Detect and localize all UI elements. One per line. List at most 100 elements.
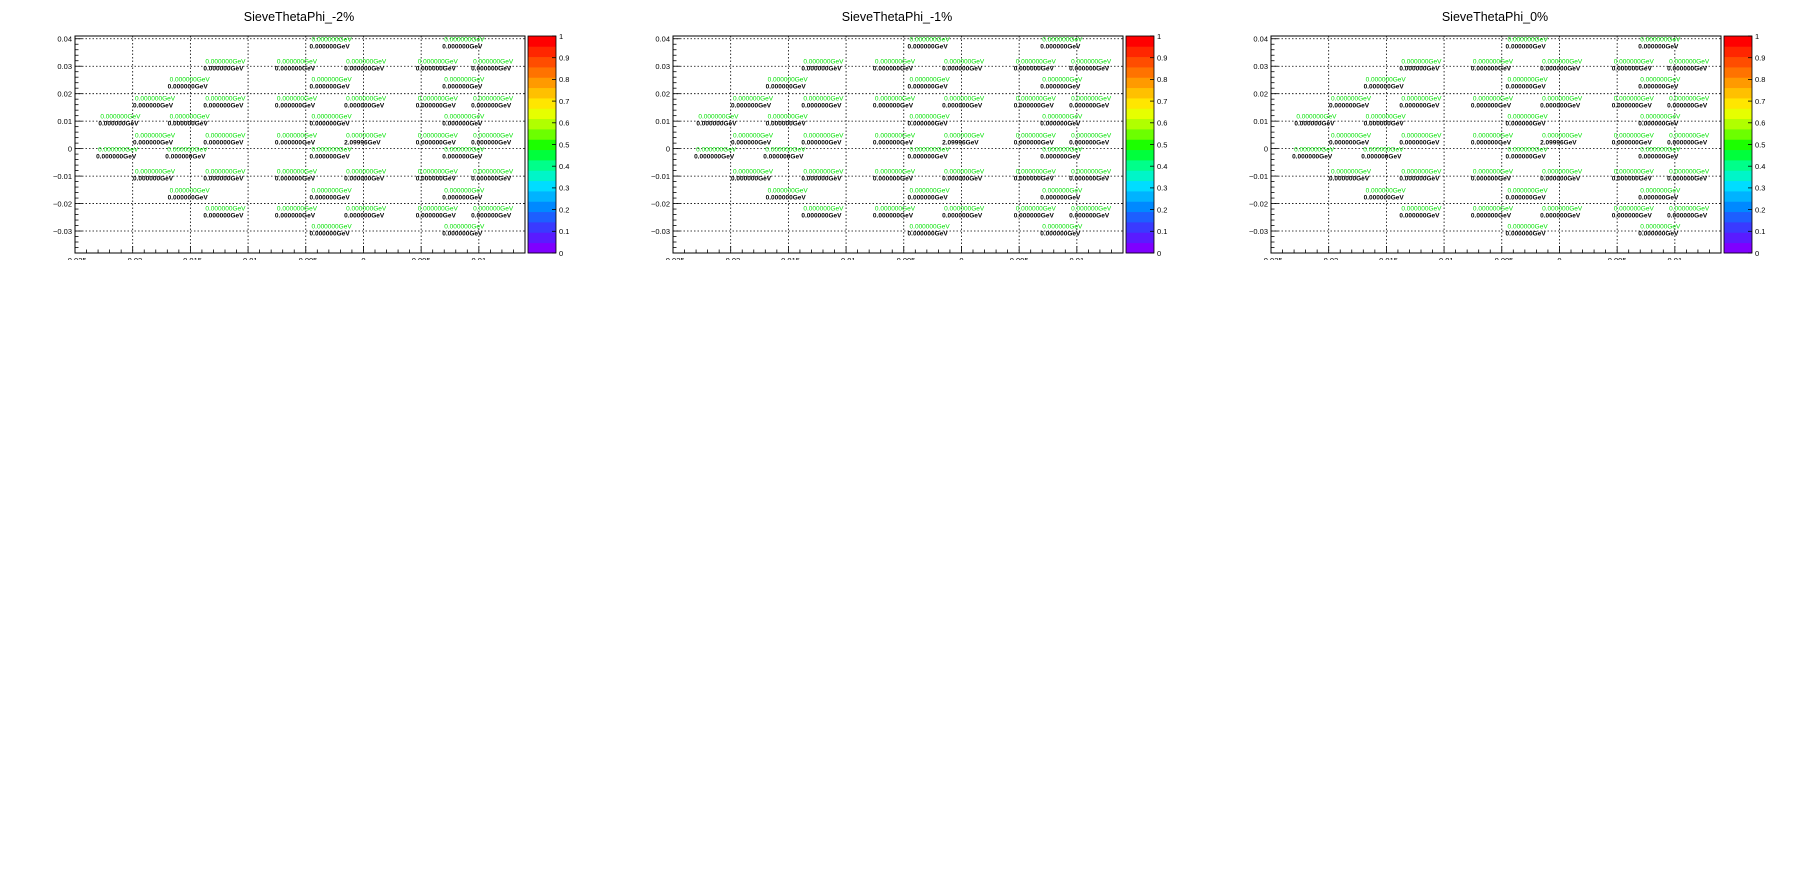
x-tick-label: 0.005 [1010,256,1029,260]
colorbar-tick-label: 1 [1755,32,1759,41]
annotation-black-label: 0.000000GeV [801,140,842,147]
annotation-black-label: 0.000000GeV [1667,175,1708,182]
annotation-black-label: 0.000000GeV [1329,175,1370,182]
colorbar-swatch [1126,118,1154,130]
colorbar-tick-label: 0.8 [1755,75,1765,84]
y-tick-label: 0.02 [655,89,670,98]
y-tick-label: −0.02 [651,199,670,208]
annotation-green-label: 0.000000GeV [733,133,774,140]
annotation-black-label: 0.000000GeV [1471,175,1512,182]
annotation-black-label: 0.000000GeV [1638,153,1679,160]
colorbar-tick-label: 0.9 [1157,54,1167,63]
x-tick-label: 0 [959,256,963,260]
x-tick-label: −0.015 [777,256,800,260]
colorbar-tick-label: 0.5 [1157,140,1167,149]
annotation-black-label: 0.000000GeV [1667,140,1708,147]
annotation-black-label: 0.000000GeV [1014,212,1055,219]
colorbar-tick-label: 0 [1157,249,1161,258]
chart-svg-zero: SieveThetaPhi_0% −0.025 −0.02 −0.015 −0.01 −0… [1249,10,1765,260]
annotation-black-label: 0.000000GeV [416,103,457,110]
annotation-black-label: 0.000000GeV [1040,83,1081,90]
colorbar-swatch [1126,36,1154,47]
annotation-black-label: 0.000000GeV [908,195,949,202]
y-tick-label: 0.04 [57,35,72,44]
annotation-green-label: 0.000000GeV [473,168,514,175]
annotation-green-label: 0.000000GeV [1331,96,1372,103]
colorbar-swatch [528,46,556,58]
annotation-black-label: 0.000000GeV [1014,65,1055,72]
colorbar-swatch [1724,180,1752,192]
colorbar-swatch [1126,222,1154,233]
annotation-green-label: 0.000000GeV [1401,205,1442,212]
y-tick-label: 0.02 [1253,89,1268,98]
annotation-black-label: 0.000000GeV [908,83,949,90]
colorbar-tick-label: 0.4 [1755,162,1765,171]
annotation-black-label: 0.000000GeV [442,83,483,90]
annotation-black-label: 0.000000GeV [1364,83,1405,90]
annotation-green-label: 0.000000GeV [1042,113,1083,120]
annotation-green-label: 0.000000GeV [346,205,387,212]
annotation-green-label: 0.000000GeV [277,133,318,140]
colorbar-tick-label: 0.7 [1755,97,1765,106]
annotation-green-label: 0.000000GeV [1473,133,1514,140]
annotation-black-label: 0.000000GeV [1506,43,1547,50]
annotation-black-label: 0.000000GeV [275,175,316,182]
annotation-green-label: 0.000000GeV [277,205,318,212]
annotation-green-label: 0.000000GeV [205,58,246,65]
annotation-green-label: 0.000000GeV [1614,133,1655,140]
annotation-black-label: 0.000000GeV [310,43,351,50]
annotation-black-label: 0.000000GeV [1399,140,1440,147]
annotation-green-label: 0.000000GeV [1508,36,1549,43]
annotation-black-label: 0.000000GeV [1040,153,1081,160]
annotation-green-label: 0.000000GeV [1640,146,1681,153]
colorbar-swatch [528,139,556,151]
annotation-black-label: 0.000000GeV [203,175,244,182]
annotation-green-label: 0.000000GeV [768,76,809,83]
annotation-black-label: 0.000000GeV [696,120,737,127]
annotation-black-label: 0.000000GeV [766,195,807,202]
colorbar-tick-label: 0.2 [1157,205,1167,214]
annotation-black-label: 0.000000GeV [1540,175,1581,182]
x-tick-label: −0.025 [661,256,684,260]
annotation-green-label: 0.000000GeV [170,113,211,120]
x-tick-label: −0.02 [1319,256,1338,260]
annotation-black-label: 0.000000GeV [873,140,914,147]
chart-panel-minus1: SieveThetaPhi_-1% −0.025 −0.02 −0.015 −0.01 −… [598,0,1196,260]
annotation-green-label: 0.000000GeV [1473,96,1514,103]
annotation-green-label: 0.000000GeV [170,188,211,195]
annotation-black-label: 0.000000GeV [471,212,512,219]
annotation-black-label: 0.000000GeV [1014,140,1055,147]
colorbar-swatch [1724,118,1752,130]
annotation-black-label: 0.000000GeV [1329,140,1370,147]
annotation-black-label: 0.000000GeV [442,120,483,127]
annotation-green-label: 0.000000GeV [875,58,916,65]
annotation-black-label: 0.000000GeV [1471,65,1512,72]
annotation-black-label: 0.000000GeV [471,65,512,72]
colorbar-swatch [1126,46,1154,58]
colorbar-swatch [1126,242,1154,254]
annotation-green-label: 0.000000GeV [346,168,387,175]
annotation-black-label: 0.000000GeV [1069,65,1110,72]
annotation-black-label: 0.000000GeV [471,103,512,110]
annotation-green-label: 0.000000GeV [205,168,246,175]
annotation-black-label: 0.000000GeV [168,120,209,127]
annotation-black-label: 0.000000GeV [1471,140,1512,147]
annotation-green-label: 0.000000GeV [135,96,176,103]
colorbar-tick-label: 0.3 [559,184,569,193]
annotation-green-label: 0.000000GeV [1508,223,1549,230]
chart-title: SieveThetaPhi_-2% [244,10,354,24]
annotation-green-label: 0.000000GeV [1042,146,1083,153]
annotation-green-label: 0.000000GeV [444,36,485,43]
colorbar-tick-label: 0.4 [1157,162,1167,171]
annotation-black-label: 0.000000GeV [344,212,385,219]
annotation-black-label: 0.000000GeV [1069,212,1110,219]
colorbar-tick-label: 0.7 [559,97,569,106]
annotation-green-label: 0.000000GeV [135,168,176,175]
annotation-black-label: 0.000000GeV [275,65,316,72]
annotation-green-label: 0.000000GeV [910,113,951,120]
colorbar-swatch [528,98,556,109]
annotation-black-label: 0.000000GeV [1506,83,1547,90]
annotation-green-label: 0.000000GeV [1071,96,1112,103]
annotation-green-label: 0.000000GeV [1071,205,1112,212]
